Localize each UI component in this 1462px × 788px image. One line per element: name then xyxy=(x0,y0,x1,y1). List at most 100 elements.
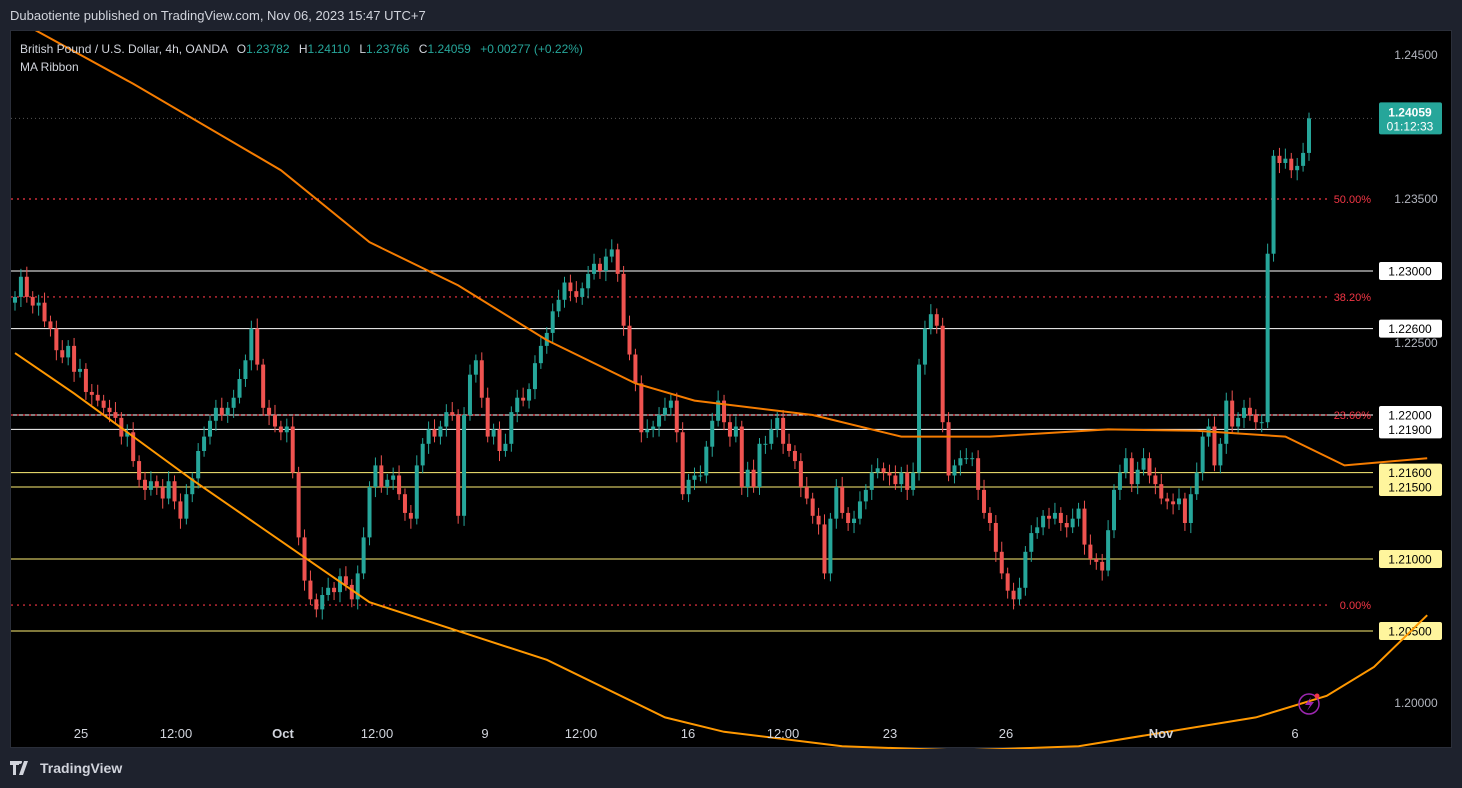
candle-body[interactable] xyxy=(987,512,992,523)
candle-body[interactable] xyxy=(798,461,803,487)
candle-body[interactable] xyxy=(710,420,715,447)
candle-body[interactable] xyxy=(249,328,254,361)
candle-body[interactable] xyxy=(408,512,413,519)
candle-body[interactable] xyxy=(970,458,975,460)
candle-body[interactable] xyxy=(1218,443,1223,466)
candle-body[interactable] xyxy=(733,426,738,437)
candle-body[interactable] xyxy=(857,501,862,519)
candle-body[interactable] xyxy=(999,551,1004,574)
candle-body[interactable] xyxy=(137,461,142,480)
candle-body[interactable] xyxy=(621,273,626,326)
candle-body[interactable] xyxy=(922,328,927,365)
candle-body[interactable] xyxy=(503,443,508,451)
candle-body[interactable] xyxy=(556,299,561,312)
candle-body[interactable] xyxy=(131,432,136,462)
candle-body[interactable] xyxy=(852,518,857,523)
candle-body[interactable] xyxy=(775,417,780,430)
candle-body[interactable] xyxy=(692,475,697,480)
candle-body[interactable] xyxy=(290,426,295,473)
candle-body[interactable] xyxy=(367,487,372,538)
candle-body[interactable] xyxy=(662,407,667,415)
candle-body[interactable] xyxy=(1100,561,1105,571)
candle-body[interactable] xyxy=(308,580,313,600)
candle-body[interactable] xyxy=(1200,436,1205,473)
indicator-label[interactable]: MA Ribbon xyxy=(20,60,79,74)
candle-body[interactable] xyxy=(603,256,608,271)
candle-body[interactable] xyxy=(1177,498,1182,505)
candle-body[interactable] xyxy=(1141,458,1146,470)
candle-body[interactable] xyxy=(261,364,266,408)
candle-body[interactable] xyxy=(769,429,774,444)
candle-body[interactable] xyxy=(1182,498,1187,523)
candle-body[interactable] xyxy=(875,468,880,473)
candle-body[interactable] xyxy=(651,426,656,430)
candle-body[interactable] xyxy=(391,475,396,480)
candle-body[interactable] xyxy=(1224,400,1229,444)
candle-body[interactable] xyxy=(828,518,833,574)
candle-body[interactable] xyxy=(1047,515,1052,519)
candle-body[interactable] xyxy=(385,479,390,487)
candle-body[interactable] xyxy=(609,249,614,257)
candle-body[interactable] xyxy=(976,458,981,490)
candle-body[interactable] xyxy=(402,494,407,513)
candle-body[interactable] xyxy=(1283,158,1288,163)
candle-body[interactable] xyxy=(668,400,673,408)
candle-body[interactable] xyxy=(243,360,248,379)
candle-body[interactable] xyxy=(1135,469,1140,485)
candle-body[interactable] xyxy=(509,412,514,444)
candle-body[interactable] xyxy=(745,469,750,487)
candle-body[interactable] xyxy=(237,379,242,398)
candle-body[interactable] xyxy=(1029,533,1034,552)
candle-body[interactable] xyxy=(1052,512,1057,519)
candle-body[interactable] xyxy=(1058,512,1063,523)
candle-body[interactable] xyxy=(521,397,526,401)
candle-body[interactable] xyxy=(101,400,106,408)
candle-body[interactable] xyxy=(958,458,963,466)
candle-body[interactable] xyxy=(1242,407,1247,418)
candle-body[interactable] xyxy=(1277,155,1282,163)
candle-body[interactable] xyxy=(1064,523,1069,528)
candle-body[interactable] xyxy=(1147,458,1152,476)
candle-body[interactable] xyxy=(225,407,230,415)
candle-body[interactable] xyxy=(1106,530,1111,571)
candle-body[interactable] xyxy=(993,523,998,552)
candle-body[interactable] xyxy=(627,325,632,355)
candle-body[interactable] xyxy=(1070,518,1075,528)
candle-body[interactable] xyxy=(89,391,94,395)
candle-body[interactable] xyxy=(934,314,939,326)
candle-body[interactable] xyxy=(302,537,307,581)
candle-body[interactable] xyxy=(574,291,579,297)
candle-body[interactable] xyxy=(1123,458,1128,473)
candle-body[interactable] xyxy=(1035,527,1040,534)
candle-body[interactable] xyxy=(160,487,165,499)
candle-body[interactable] xyxy=(515,397,520,413)
candle-body[interactable] xyxy=(349,584,354,600)
candle-body[interactable] xyxy=(763,443,768,445)
candle-body[interactable] xyxy=(686,479,691,495)
candle-body[interactable] xyxy=(597,263,602,271)
candle-body[interactable] xyxy=(444,412,449,427)
candle-body[interactable] xyxy=(887,472,892,476)
candle-body[interactable] xyxy=(899,472,904,485)
candle-body[interactable] xyxy=(332,587,337,593)
candle-body[interactable] xyxy=(952,465,957,476)
candle-body[interactable] xyxy=(456,415,461,516)
candle-body[interactable] xyxy=(1307,118,1311,153)
candle-body[interactable] xyxy=(834,487,839,519)
candle-body[interactable] xyxy=(1212,426,1217,466)
candle-body[interactable] xyxy=(863,489,868,502)
candle-body[interactable] xyxy=(491,429,496,437)
candle-body[interactable] xyxy=(804,487,809,499)
candle-body[interactable] xyxy=(18,276,23,297)
chart-panel[interactable]: 1.24500 1.23500 1.22500 1.20000 1.23000 1.226… xyxy=(10,30,1452,749)
candle-body[interactable] xyxy=(727,422,732,437)
candle-body[interactable] xyxy=(479,360,484,398)
candle-body[interactable] xyxy=(373,465,378,487)
candle-body[interactable] xyxy=(562,282,567,300)
candle-body[interactable] xyxy=(48,321,53,329)
candle-body[interactable] xyxy=(739,426,744,487)
candle-body[interactable] xyxy=(278,426,283,433)
candle-body[interactable] xyxy=(1153,475,1158,485)
candle-body[interactable] xyxy=(586,273,591,289)
candle-body[interactable] xyxy=(680,432,685,495)
